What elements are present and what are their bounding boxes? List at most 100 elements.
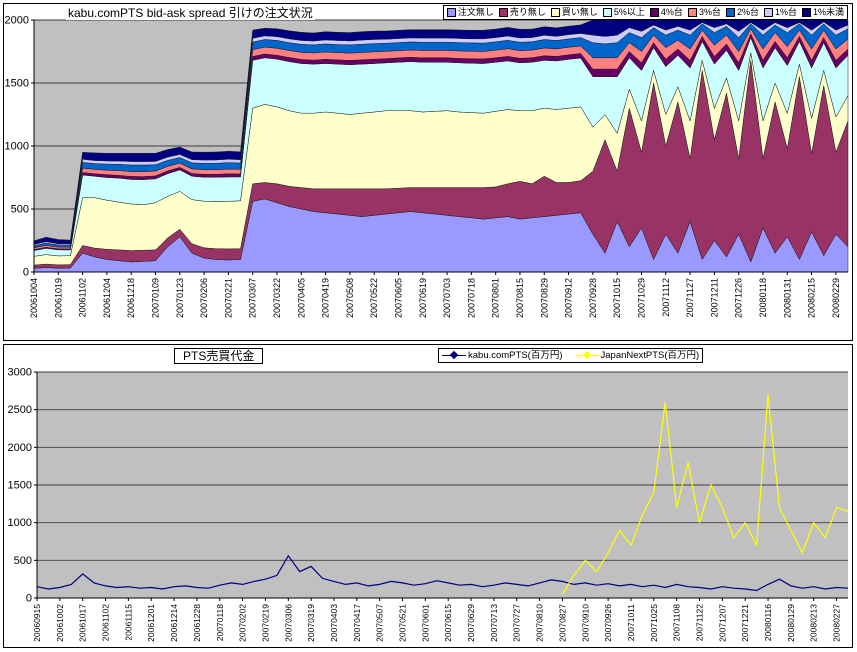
svg-text:20071127: 20071127 xyxy=(685,278,695,317)
svg-text:20070403: 20070403 xyxy=(329,604,339,642)
svg-text:20070417: 20070417 xyxy=(352,604,362,642)
svg-text:20061017: 20061017 xyxy=(78,604,88,642)
svg-text:20061218: 20061218 xyxy=(126,278,136,318)
legend-item: 3%台 xyxy=(687,7,721,18)
svg-text:3000: 3000 xyxy=(8,367,32,379)
legend-item: kabu.comPTS(百万円) xyxy=(442,350,563,361)
svg-text:20061019: 20061019 xyxy=(53,278,63,318)
legend-item: 5%以上 xyxy=(602,7,645,18)
svg-text:20070306: 20070306 xyxy=(283,604,293,642)
svg-text:20070910: 20070910 xyxy=(580,604,590,642)
svg-text:20070601: 20070601 xyxy=(420,604,430,642)
svg-text:20071207: 20071207 xyxy=(717,604,727,642)
svg-text:20071112: 20071112 xyxy=(661,278,671,317)
svg-text:20070629: 20070629 xyxy=(466,604,476,642)
svg-text:20061228: 20061228 xyxy=(192,604,202,642)
legend-swatch-icon xyxy=(725,8,735,17)
svg-text:20071211: 20071211 xyxy=(709,278,719,317)
svg-text:1000: 1000 xyxy=(8,517,32,529)
legend-label: 1%未満 xyxy=(812,7,844,17)
svg-text:20061102: 20061102 xyxy=(101,604,111,641)
svg-text:20070319: 20070319 xyxy=(306,604,316,642)
svg-text:20061204: 20061204 xyxy=(102,278,112,318)
svg-text:20070926: 20070926 xyxy=(603,604,613,642)
svg-text:20070219: 20070219 xyxy=(260,604,270,642)
legend-item: 注文無し xyxy=(446,7,494,18)
legend-label: 3%台 xyxy=(698,7,721,17)
legend-item: 買い無し xyxy=(550,7,598,18)
svg-text:2000: 2000 xyxy=(5,15,29,27)
svg-text:20071108: 20071108 xyxy=(672,604,682,641)
svg-text:20070221: 20070221 xyxy=(223,278,233,318)
svg-text:1000: 1000 xyxy=(5,141,29,153)
volume-chart-panel: PTS売買代金 kabu.comPTS(百万円) JapanNextPTS(百万円… xyxy=(3,344,853,648)
svg-text:20080229: 20080229 xyxy=(831,278,841,318)
legend-swatch-icon xyxy=(687,8,697,17)
svg-text:20070123: 20070123 xyxy=(175,278,185,318)
svg-text:500: 500 xyxy=(11,204,29,216)
legend-diamond-icon xyxy=(582,350,591,360)
spread-chart-legend: 注文無し 売り無し 買い無し 5%以上 4%台 3%台 2%台 1%台 1%未満 xyxy=(442,5,848,20)
svg-text:20070810: 20070810 xyxy=(535,604,545,642)
svg-text:20061002: 20061002 xyxy=(55,604,65,642)
svg-text:20070522: 20070522 xyxy=(369,278,379,318)
svg-text:20061214: 20061214 xyxy=(169,604,179,642)
volume-chart-title: PTS売買代金 xyxy=(174,348,264,364)
spread-stacked-area-chart[interactable]: 0 500 1000 1500 2000 20061004 20061019 20061102… xyxy=(4,4,852,340)
svg-text:20071226: 20071226 xyxy=(734,278,744,318)
legend-item: 2%台 xyxy=(725,7,759,18)
svg-text:2500: 2500 xyxy=(8,404,32,416)
legend-swatch-icon xyxy=(649,8,659,17)
svg-text:20061004: 20061004 xyxy=(29,278,39,318)
svg-text:20070718: 20070718 xyxy=(466,278,476,318)
legend-item: 1%未満 xyxy=(801,7,844,18)
svg-text:20070419: 20070419 xyxy=(321,278,331,318)
svg-text:20071011: 20071011 xyxy=(626,604,636,641)
legend-label: 5%以上 xyxy=(613,7,645,17)
svg-text:20080118: 20080118 xyxy=(758,278,768,317)
spread-chart-panel: kabu.comPTS bid-ask spread 引けの注文状況 注文無し 売… xyxy=(3,3,853,341)
legend-swatch-icon xyxy=(550,8,560,17)
volume-chart-legend: kabu.comPTS(百万円) JapanNextPTS(百万円) xyxy=(438,348,704,363)
svg-text:20070928: 20070928 xyxy=(588,278,598,318)
svg-text:20071122: 20071122 xyxy=(695,604,705,641)
legend-label: 買い無し xyxy=(561,7,598,17)
svg-text:20061201: 20061201 xyxy=(146,604,156,642)
legend-label: JapanNextPTS(百万円) xyxy=(600,350,700,361)
legend-diamond-icon xyxy=(449,350,459,360)
svg-text:2000: 2000 xyxy=(8,442,32,454)
svg-text:1500: 1500 xyxy=(5,78,29,90)
volume-line-chart[interactable]: 0 500 1000 1500 2000 2500 3000 20060915 20061002… xyxy=(4,345,852,647)
svg-text:20061102: 20061102 xyxy=(78,278,88,317)
legend-label: kabu.comPTS(百万円) xyxy=(468,350,563,361)
svg-text:20080116: 20080116 xyxy=(763,604,773,641)
svg-text:20080129: 20080129 xyxy=(786,604,796,642)
svg-text:20070829: 20070829 xyxy=(539,278,549,318)
legend-swatch-icon xyxy=(446,8,456,17)
svg-text:20070322: 20070322 xyxy=(272,278,282,318)
svg-text:20070508: 20070508 xyxy=(345,278,355,318)
legend-item: 4%台 xyxy=(649,7,683,18)
svg-text:20070605: 20070605 xyxy=(393,278,403,318)
svg-text:20070405: 20070405 xyxy=(296,278,306,318)
svg-text:20070827: 20070827 xyxy=(557,604,567,642)
legend-item: 1%台 xyxy=(763,7,797,18)
legend-label: 1%台 xyxy=(774,7,797,17)
svg-text:20080213: 20080213 xyxy=(809,604,819,642)
svg-text:20071025: 20071025 xyxy=(649,604,659,642)
svg-text:20070202: 20070202 xyxy=(238,604,248,642)
legend-label: 4%台 xyxy=(660,7,683,17)
svg-text:20071015: 20071015 xyxy=(612,278,622,318)
svg-text:20070507: 20070507 xyxy=(375,604,385,642)
legend-label: 売り無し xyxy=(509,7,546,17)
legend-item: JapanNextPTS(百万円) xyxy=(574,350,700,361)
svg-text:20070713: 20070713 xyxy=(489,604,499,642)
legend-line-marker-icon xyxy=(574,350,599,360)
svg-text:20080227: 20080227 xyxy=(832,604,842,642)
legend-swatch-icon xyxy=(602,8,612,17)
svg-text:20070206: 20070206 xyxy=(199,278,209,318)
legend-swatch-icon xyxy=(498,8,508,17)
svg-text:20070307: 20070307 xyxy=(248,278,258,318)
svg-text:0: 0 xyxy=(23,267,29,279)
svg-text:20060915: 20060915 xyxy=(32,604,42,642)
